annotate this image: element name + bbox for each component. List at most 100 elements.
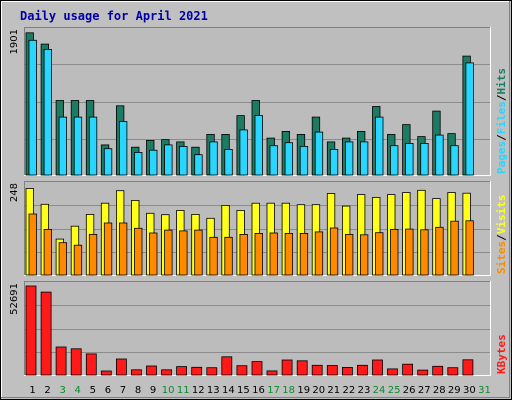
bar-kbytes-day-10 xyxy=(161,369,173,376)
bar-sites-day-16 xyxy=(254,232,263,276)
bar-kbytes-day-20 xyxy=(311,364,323,376)
bar-sites-day-23 xyxy=(359,234,369,276)
bar-kbytes-day-30 xyxy=(462,359,474,376)
bar-sites-day-9 xyxy=(149,232,158,276)
legend-visits: Visits xyxy=(495,195,508,235)
bar-kbytes-day-22 xyxy=(341,366,353,376)
bar-kbytes-day-19 xyxy=(296,360,308,376)
bar-files-day-25 xyxy=(390,145,399,176)
bar-files-day-26 xyxy=(405,142,414,176)
legend-sites: Sites xyxy=(495,241,508,274)
bar-sites-day-4 xyxy=(73,244,83,276)
bar-sites-day-14 xyxy=(224,236,233,276)
bar-sites-day-24 xyxy=(375,232,384,276)
bar-files-day-20 xyxy=(314,131,324,176)
bar-files-day-24 xyxy=(375,116,384,176)
bar-files-day-11 xyxy=(179,145,188,176)
bar-sites-day-20 xyxy=(314,231,324,276)
bar-files-day-21 xyxy=(329,148,339,176)
bar-sites-day-13 xyxy=(209,236,218,276)
bar-sites-day-11 xyxy=(179,230,188,276)
x-tick-day-5: 5 xyxy=(90,385,96,396)
bar-sites-day-27 xyxy=(420,229,429,276)
bar-kbytes-day-26 xyxy=(402,363,414,376)
panel-background xyxy=(24,281,491,376)
x-tick-day-23: 23 xyxy=(358,385,371,396)
chart-title: Daily usage for April 2021 xyxy=(20,9,208,23)
bar-sites-day-15 xyxy=(239,233,248,276)
y-max-label: 52691 xyxy=(9,283,20,315)
bar-files-day-10 xyxy=(164,144,173,176)
bar-kbytes-day-1 xyxy=(25,285,37,376)
bar-sites-day-8 xyxy=(134,227,143,276)
bar-kbytes-day-7 xyxy=(116,358,127,376)
bar-kbytes-day-5 xyxy=(85,353,97,376)
bar-kbytes-day-6 xyxy=(100,370,112,376)
bar-files-day-28 xyxy=(435,134,444,176)
x-tick-day-11: 11 xyxy=(177,385,190,396)
bar-sites-day-1 xyxy=(28,213,37,276)
bar-files-day-27 xyxy=(420,142,429,176)
bar-kbytes-day-16 xyxy=(251,361,263,376)
bar-kbytes-day-14 xyxy=(221,356,233,376)
bar-files-day-4 xyxy=(73,116,83,176)
legend-kbytes: KBytes xyxy=(495,334,508,374)
bar-files-day-29 xyxy=(450,145,459,176)
bar-kbytes-day-29 xyxy=(447,367,459,376)
y-axis-labels: 1901Pages/Files/Hits248Sites/Visits52691… xyxy=(9,29,508,374)
x-tick-day-19: 19 xyxy=(297,385,310,396)
series-legend: Sites/Visits xyxy=(495,195,508,275)
bar-files-day-22 xyxy=(344,141,354,176)
legend-separator: / xyxy=(495,134,508,141)
bar-files-day-18 xyxy=(284,142,294,176)
bar-sites-day-5 xyxy=(88,233,98,276)
bar-files-day-8 xyxy=(134,151,143,176)
legend-files: Files xyxy=(495,101,508,134)
bar-kbytes-day-21 xyxy=(326,365,338,376)
bar-files-day-23 xyxy=(359,141,369,176)
x-tick-day-27: 27 xyxy=(418,385,431,396)
x-tick-day-8: 8 xyxy=(135,385,141,396)
x-tick-day-6: 6 xyxy=(105,385,111,396)
x-tick-day-22: 22 xyxy=(343,385,356,396)
bar-files-day-5 xyxy=(88,116,98,176)
bar-files-day-9 xyxy=(149,149,158,176)
bar-files-day-17 xyxy=(269,145,278,176)
bar-sites-day-19 xyxy=(299,232,309,276)
bar-sites-day-2 xyxy=(43,228,52,276)
legend-separator: / xyxy=(495,234,508,241)
bar-sites-day-28 xyxy=(435,226,444,276)
bar-sites-day-25 xyxy=(390,228,399,276)
bar-files-day-16 xyxy=(254,115,263,176)
bar-files-day-15 xyxy=(239,129,248,176)
x-tick-day-21: 21 xyxy=(327,385,340,396)
bar-kbytes-day-25 xyxy=(387,368,398,376)
bar-files-day-6 xyxy=(103,148,113,176)
bar-sites-day-17 xyxy=(269,232,278,276)
bar-sites-day-10 xyxy=(164,229,173,276)
bar-kbytes-day-11 xyxy=(176,366,188,376)
bar-kbytes-day-4 xyxy=(70,348,82,376)
legend-separator: / xyxy=(495,94,508,101)
bar-sites-day-29 xyxy=(450,220,459,276)
x-axis-labels: 1 2 3 4 5 6 7 8 9 10 11 12 13 14 15 16 17 18 19 20 21 22 23 24 2… xyxy=(29,385,491,396)
chart-panels xyxy=(24,27,491,376)
bar-sites-day-30 xyxy=(465,220,474,276)
bar-sites-day-7 xyxy=(119,222,128,276)
bar-kbytes-day-12 xyxy=(191,366,203,376)
x-tick-day-16: 16 xyxy=(252,385,265,396)
x-tick-day-30: 30 xyxy=(463,385,476,396)
bar-files-day-2 xyxy=(43,49,52,176)
x-tick-day-3: 3 xyxy=(60,385,66,396)
bar-kbytes-day-8 xyxy=(131,369,142,376)
bar-kbytes-day-13 xyxy=(206,367,218,376)
series-legend: KBytes xyxy=(495,334,508,374)
x-tick-day-4: 4 xyxy=(75,385,81,396)
x-tick-day-18: 18 xyxy=(282,385,295,396)
bar-sites-day-22 xyxy=(344,233,354,276)
bar-kbytes-day-28 xyxy=(432,365,444,376)
bar-files-day-13 xyxy=(209,141,218,176)
x-tick-day-31: 31 xyxy=(478,385,491,396)
x-tick-day-15: 15 xyxy=(237,385,250,396)
x-tick-day-2: 2 xyxy=(44,385,50,396)
